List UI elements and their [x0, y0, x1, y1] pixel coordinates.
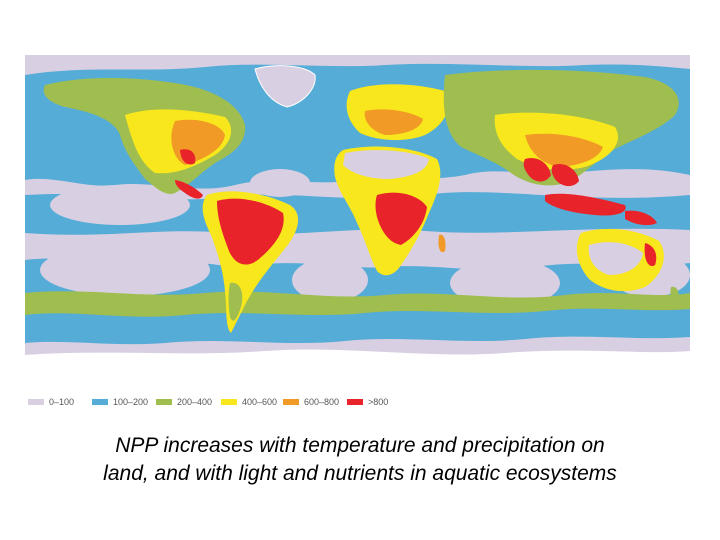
legend-item: 0–100 [28, 394, 74, 410]
south-america-south-green [228, 282, 243, 321]
legend-item: 600–800 [283, 394, 339, 410]
southern-green-band [25, 291, 690, 317]
legend-item: 200–400 [156, 394, 212, 410]
legend-swatch [28, 399, 44, 405]
legend-label: 400–600 [242, 397, 278, 407]
legend-swatch [156, 399, 172, 405]
legend-swatch [221, 399, 237, 405]
australia-interior [588, 242, 643, 275]
legend-label: 100–200 [113, 397, 149, 407]
caption-line-1: NPP increases with temperature and preci… [115, 434, 605, 457]
australia-east-red [644, 243, 657, 267]
legend-item: >800 [347, 394, 388, 410]
sahara [343, 150, 429, 179]
north-america-red [180, 149, 196, 165]
south-atlantic-gyre [292, 258, 368, 302]
south-asia-red [523, 157, 551, 182]
africa-red [375, 192, 427, 245]
legend-label: 200–400 [177, 397, 213, 407]
caption: NPP increases with temperature and preci… [0, 432, 720, 488]
north-pacific-gyre [50, 185, 190, 225]
legend-label: >800 [368, 397, 389, 407]
legend-swatch [283, 399, 299, 405]
south-america-red [217, 198, 284, 265]
legend-item: 400–600 [221, 394, 277, 410]
madagascar [438, 234, 446, 253]
antarctica [25, 349, 690, 375]
north-atlantic-gyre [250, 169, 310, 197]
southeast-asia-red [551, 163, 579, 187]
legend-label: 0–100 [49, 397, 75, 407]
new-zealand [670, 286, 679, 305]
legend-swatch [347, 399, 363, 405]
greenland [254, 65, 316, 108]
indian-ocean-gyre [450, 259, 560, 307]
legend-label: 600–800 [304, 397, 340, 407]
europe-orange [364, 109, 423, 135]
legend-item: 100–200 [92, 394, 148, 410]
map-legend: 0–100 100–200 200–400 400–600 600–800 >800 [28, 394, 468, 410]
indonesia-red [545, 193, 626, 216]
caption-line-2: land, and with light and nutrients in aq… [103, 462, 617, 485]
asia-orange [525, 133, 603, 167]
world-npp-map [25, 55, 690, 375]
south-pacific-gyre [40, 244, 210, 296]
central-america [175, 180, 203, 199]
legend-swatch [92, 399, 108, 405]
new-guinea-red [625, 210, 657, 226]
